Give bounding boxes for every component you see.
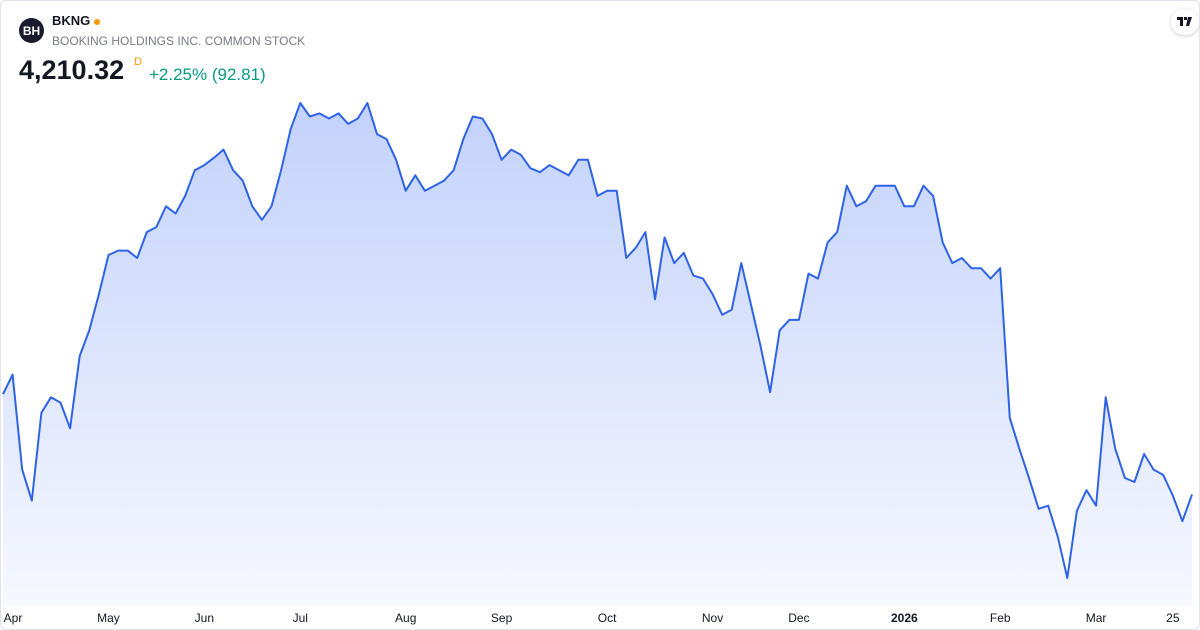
x-tick-label: Feb bbox=[990, 611, 1011, 625]
x-tick-label: 2026 bbox=[891, 611, 918, 625]
tv-icon bbox=[1177, 17, 1192, 26]
symbol: BKNG bbox=[52, 13, 100, 28]
symbol-text: BKNG bbox=[52, 13, 91, 28]
area-fill bbox=[3, 103, 1192, 606]
x-tick-label: Oct bbox=[598, 611, 617, 625]
interval: D bbox=[134, 56, 142, 68]
x-tick-label: 25 bbox=[1166, 611, 1180, 625]
x-tick-label: Sep bbox=[491, 611, 513, 625]
status-dot bbox=[93, 18, 100, 25]
x-tick-label: Apr bbox=[4, 611, 23, 625]
tradingview-logo[interactable] bbox=[1171, 9, 1199, 35]
x-tick-label: May bbox=[97, 611, 120, 625]
company-name: BOOKING HOLDINGS INC. COMMON STOCK bbox=[52, 34, 306, 48]
change: +2.25% (92.81) bbox=[149, 65, 266, 84]
x-tick-label: Nov bbox=[702, 611, 723, 625]
logo: BH bbox=[19, 18, 44, 43]
x-tick-label: Jul bbox=[293, 611, 308, 625]
x-tick-label: Jun bbox=[195, 611, 214, 625]
price: 4,210.32 bbox=[19, 55, 125, 85]
price-line bbox=[2, 102, 1193, 579]
x-tick-label: Aug bbox=[395, 611, 416, 625]
x-tick-label: Dec bbox=[788, 611, 809, 625]
x-tick-label: Mar bbox=[1086, 611, 1107, 625]
